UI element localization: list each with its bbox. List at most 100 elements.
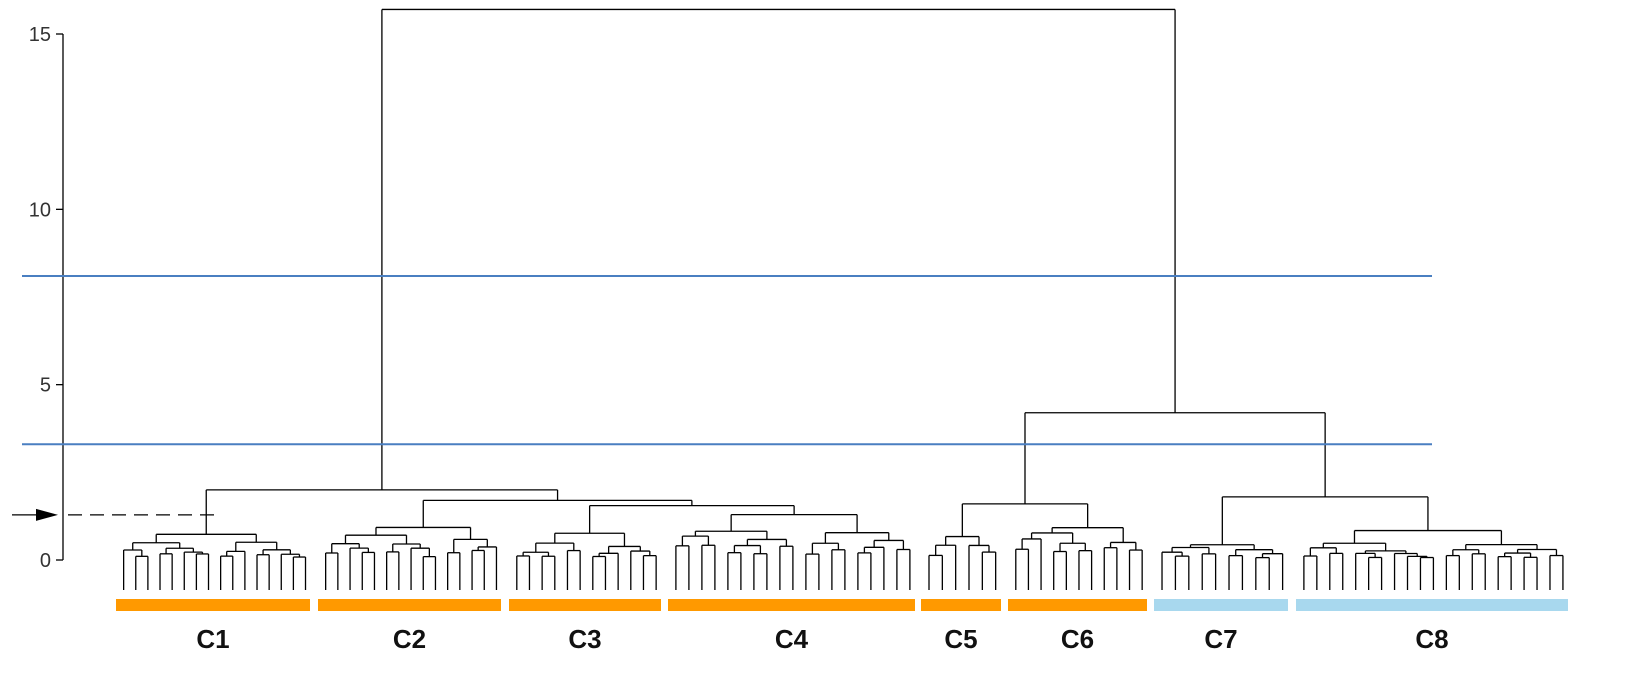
cluster-bars [116,599,1568,611]
reference-lines [22,274,1432,446]
cluster-bar-c4 [668,599,915,611]
subtree-merge [422,555,437,590]
subtree-merge [935,544,957,590]
cluster-label-c5: C5 [944,624,977,654]
subtree-merge [1021,538,1042,590]
subtree-merge [1367,556,1383,590]
subtree-merge [1103,547,1118,590]
subtree-merge [1355,552,1376,590]
cluster-label-c2: C2 [393,624,426,654]
subtree-merge [1235,549,1274,556]
subtree-merge [1393,552,1418,590]
cluster-bar-c7 [1154,599,1288,611]
subtree-merge [1445,554,1460,590]
cluster-label-c4: C4 [775,624,809,654]
subtree-merge [592,555,607,590]
subtree-merge [1078,550,1093,590]
subtree-merge [280,553,301,590]
subtree-merge [598,552,619,590]
subtree-merge [1452,549,1480,556]
subtree-merge [1322,542,1387,551]
subtree-merge [159,553,173,590]
subtree-merge [477,546,498,590]
cluster-label-c6: C6 [1061,624,1094,654]
subtree-merge [1201,553,1217,590]
subtree-merge [1353,529,1503,545]
y-tick-label: 15 [29,24,51,46]
subtree-merge [1523,556,1538,590]
y-axis: 0 5 10 15 [29,24,64,572]
subtree-merge [1128,549,1143,590]
cluster-label-c1: C1 [196,624,229,654]
subtree-merge [516,555,531,590]
merge-c7-c8 [1221,496,1429,545]
subtree-merge [471,549,485,590]
merge-right-group [1024,412,1326,504]
subtree-merge [566,549,581,590]
cut-marker [12,508,218,521]
subtree-merge [753,553,768,590]
subtree-merge [1015,548,1030,590]
subtree-merge [1109,541,1137,551]
subtree-merge [1549,554,1564,590]
y-tick-label: 5 [40,375,51,397]
subtree-merge [824,532,890,544]
subtree-merge [694,530,768,540]
subtree-merge [386,551,400,590]
subtree-merge [292,556,307,590]
subtree-merge [325,552,339,590]
subtree-merge [730,513,858,533]
subtree-merge [165,547,195,554]
subtree-merge [1406,555,1428,590]
cut-marker-arrowhead [36,508,58,521]
subtree-merge [226,550,246,590]
subtree-merge [831,549,846,590]
subtree-merge [779,545,794,590]
cluster-bar-c3 [509,599,661,611]
subtree-merge [1329,552,1344,590]
subtree-merge [183,551,204,590]
dendrogram-tree [122,8,1564,590]
subtree-merge [132,542,181,550]
merge-root [381,8,1176,490]
subtree-merge [410,547,431,590]
subtree-merge [349,547,370,590]
subtree-merge [1053,550,1067,590]
subtree-merge [1471,553,1486,590]
subtree-merge [607,545,641,554]
subtree-merge [681,535,710,546]
subtree-merge [928,554,943,590]
subtree-merge [1309,547,1337,557]
subtree-merge [1303,555,1318,590]
merge-c5-c6 [961,503,1089,537]
subtree-merge [1161,551,1183,590]
subtree-merge [1174,555,1190,590]
subtree-merge [981,551,997,590]
subtree-merge [541,555,556,590]
cluster-bar-c5 [921,599,1001,611]
subtree-merge [642,554,657,590]
subtree-merge [1255,556,1270,590]
cluster-label-c8: C8 [1415,624,1448,654]
subtree-merge [1497,555,1512,590]
subtree-merge [1228,554,1244,590]
subtree-merge [863,546,885,590]
subtree-merge [896,548,911,590]
cluster-bar-c2 [318,599,501,611]
subtree-merge [375,526,472,540]
subtree-merge [135,555,149,590]
subtree-merge [361,551,376,590]
subtree-merge [1261,553,1284,590]
subtree-merge [219,555,234,590]
subtree-merge [1419,556,1435,590]
subtree-merge [945,535,980,546]
subtree-merge [873,539,905,550]
y-tick-label: 0 [40,550,51,572]
cluster-bar-c6 [1008,599,1147,611]
subtree-merge [857,552,872,590]
subtree-merge [630,550,651,590]
subtree-merge [675,545,690,590]
subtree-merge [811,542,840,555]
cluster-bar-c8 [1296,599,1568,611]
